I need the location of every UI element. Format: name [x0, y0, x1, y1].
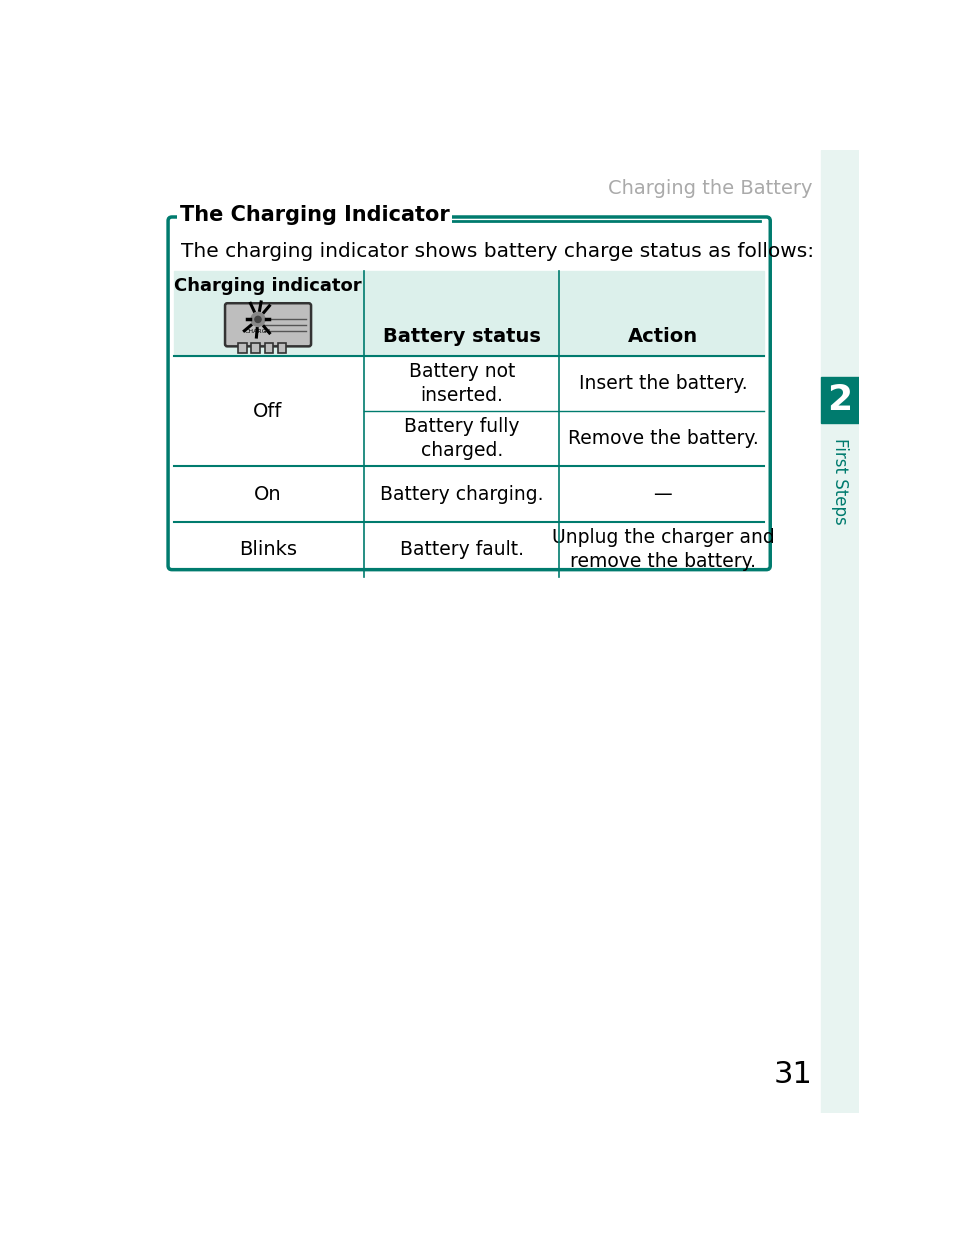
Text: Battery status: Battery status: [382, 328, 540, 346]
Bar: [820, 150, 858, 1112]
Text: Battery fully
charged.: Battery fully charged.: [404, 418, 519, 460]
Bar: [174, 271, 763, 355]
Text: Remove the battery.: Remove the battery.: [567, 429, 758, 449]
Bar: [238, 344, 247, 352]
FancyBboxPatch shape: [168, 217, 769, 570]
Bar: [820, 378, 858, 424]
Text: On: On: [253, 485, 281, 504]
Text: Battery not
inserted.: Battery not inserted.: [408, 362, 515, 405]
Bar: [277, 344, 286, 352]
Text: CHARGE: CHARGE: [245, 329, 271, 334]
Text: Blinks: Blinks: [239, 540, 296, 559]
Text: Unplug the charger and
remove the battery.: Unplug the charger and remove the batter…: [551, 529, 774, 571]
Text: Off: Off: [253, 401, 282, 420]
Text: 31: 31: [773, 1060, 812, 1090]
Text: The Charging Indicator: The Charging Indicator: [179, 205, 449, 225]
Text: First Steps: First Steps: [830, 438, 848, 525]
Bar: [252, 344, 259, 352]
Text: Action: Action: [627, 328, 698, 346]
FancyBboxPatch shape: [225, 304, 311, 346]
Text: —: —: [653, 485, 672, 504]
Text: Battery fault.: Battery fault.: [399, 540, 523, 559]
Text: Insert the battery.: Insert the battery.: [578, 374, 746, 392]
Circle shape: [254, 316, 261, 322]
Text: 2: 2: [826, 384, 851, 418]
Text: Charging the Battery: Charging the Battery: [608, 179, 812, 199]
Text: The charging indicator shows battery charge status as follows:: The charging indicator shows battery cha…: [181, 242, 814, 261]
Text: Battery charging.: Battery charging.: [379, 485, 543, 504]
Bar: [264, 344, 273, 352]
Text: Charging indicator: Charging indicator: [174, 278, 361, 295]
Circle shape: [251, 312, 265, 326]
